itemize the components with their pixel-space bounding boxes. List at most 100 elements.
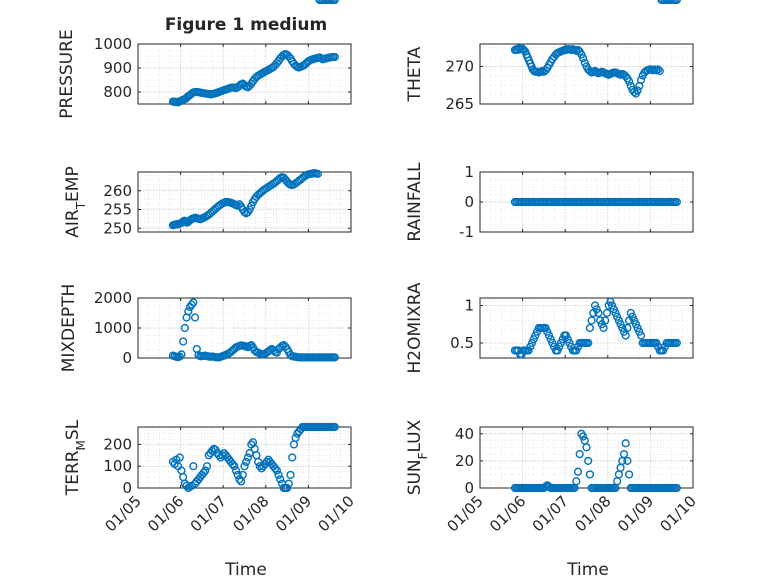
data-point <box>233 470 242 480</box>
x-axis-label-left: Time <box>224 560 267 580</box>
subplot-rainfall: -1 0 1 RAINFALL <box>405 162 694 242</box>
data-points <box>510 197 681 207</box>
data-point <box>573 467 583 476</box>
data-point <box>242 457 251 466</box>
data-point <box>626 81 635 91</box>
data-point <box>613 312 622 321</box>
data-point <box>623 323 632 333</box>
subplot-h2omixra: 0.5 1 H2OMIXRA <box>405 282 694 374</box>
y-tick-label: 265 <box>445 95 474 113</box>
y-axis-label: PRESSURE <box>57 29 77 118</box>
data-point <box>271 464 280 473</box>
axes-box <box>479 297 694 359</box>
data-point <box>187 300 196 309</box>
data-point <box>604 301 613 310</box>
data-point <box>635 327 644 336</box>
data-point <box>577 50 586 59</box>
data-point <box>527 338 537 348</box>
data-points <box>168 298 339 362</box>
data-point <box>524 346 533 355</box>
data-point <box>177 350 186 359</box>
data-points <box>168 422 339 493</box>
data-point <box>606 297 615 306</box>
y-axis-label: H2OMIXRA <box>405 282 425 373</box>
axes-box <box>479 43 694 105</box>
data-point <box>189 462 198 471</box>
data-point <box>182 481 191 490</box>
y-axis-label: MIXDEPTH <box>59 284 79 373</box>
data-point <box>175 352 184 361</box>
data-point <box>584 456 593 465</box>
data-point <box>582 443 591 452</box>
data-point <box>672 483 681 493</box>
axes-box <box>137 426 352 489</box>
data-point <box>189 298 198 307</box>
data-point <box>541 323 550 333</box>
data-point <box>575 450 584 459</box>
data-point <box>230 462 239 471</box>
data-point <box>247 201 256 210</box>
data-point <box>630 316 639 325</box>
data-point <box>553 346 562 355</box>
data-point <box>563 335 572 344</box>
data-point <box>245 205 254 214</box>
data-point <box>228 459 237 469</box>
data-point <box>624 77 634 86</box>
data-point <box>555 342 564 351</box>
data-point <box>572 477 581 486</box>
data-point <box>184 307 193 316</box>
y-tick-label: 20 <box>455 452 474 470</box>
data-point <box>578 54 588 63</box>
data-point <box>619 450 629 459</box>
data-point <box>274 470 283 480</box>
minor-grid <box>138 43 351 105</box>
data-point <box>572 346 581 355</box>
data-point <box>623 456 632 465</box>
data-point <box>626 308 635 318</box>
data-point <box>543 327 552 336</box>
y-tick-label: 270 <box>445 58 474 76</box>
data-point <box>202 462 212 471</box>
data-point <box>609 305 618 314</box>
data-point <box>631 320 641 329</box>
y-tick-label: 260 <box>103 182 132 200</box>
data-point <box>548 338 557 348</box>
data-point <box>283 483 292 493</box>
data-point <box>526 342 535 351</box>
data-point <box>633 323 642 333</box>
data-point <box>179 337 188 346</box>
data-point <box>330 0 339 5</box>
y-tick-label: 250 <box>103 219 132 237</box>
y-tick-label: 1000 <box>94 35 132 53</box>
data-point <box>580 58 589 67</box>
y-tick-label: 200 <box>103 435 132 453</box>
data-point <box>628 312 637 321</box>
data-point <box>199 468 208 477</box>
data-point <box>330 52 339 62</box>
y-tick-label: 100 <box>103 457 132 475</box>
data-point <box>529 335 538 344</box>
y-axis-label: AIRTEMP <box>63 166 88 237</box>
y-tick-label: 800 <box>103 83 132 101</box>
data-point <box>636 75 646 85</box>
data-point <box>578 432 588 441</box>
y-tick-label: 255 <box>103 201 132 219</box>
data-point <box>585 470 595 479</box>
y-tick-label: 1 <box>464 297 474 315</box>
data-point <box>288 453 297 462</box>
data-point <box>531 331 540 340</box>
data-point <box>621 439 630 448</box>
y-axis-label: TERRMSL <box>63 419 88 496</box>
data-point <box>618 323 627 333</box>
data-point <box>602 308 612 318</box>
axes-box <box>137 43 352 105</box>
data-point <box>587 316 596 325</box>
data-point <box>599 323 608 333</box>
data-point <box>255 462 264 471</box>
data-point <box>218 451 227 460</box>
y-tick-label: 1 <box>464 163 474 181</box>
data-points <box>168 0 339 230</box>
y-tick-label: 0 <box>122 479 132 497</box>
